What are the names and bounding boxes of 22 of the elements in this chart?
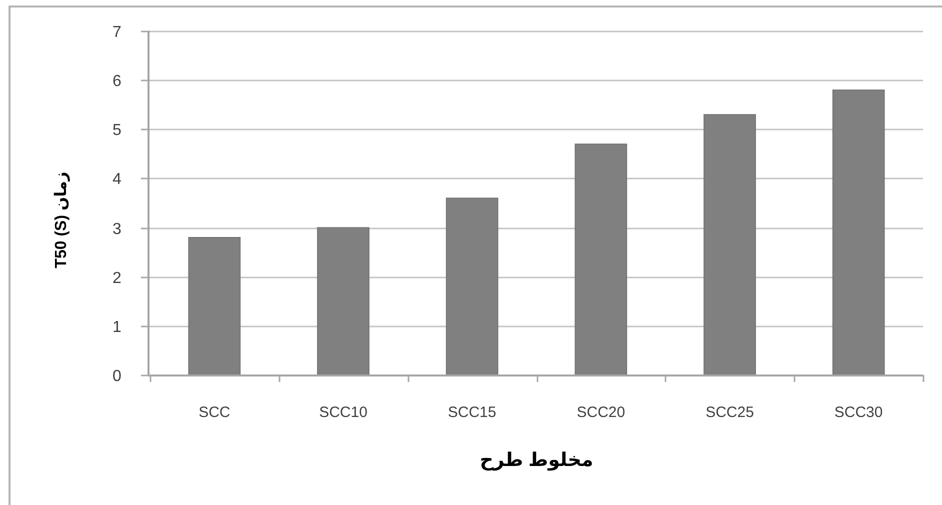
bar: [188, 237, 241, 376]
y-tick-label: 2: [112, 270, 122, 287]
y-tick-label: 1: [112, 319, 122, 336]
y-tick-label: 4: [112, 171, 122, 188]
bar: [574, 144, 628, 376]
x-tick-label: SCC30: [834, 404, 883, 421]
x-tick-label: SCC20: [576, 404, 626, 421]
bar: [446, 198, 498, 376]
y-tick-label: 6: [112, 73, 122, 90]
bar: [832, 90, 885, 376]
x-tick-label: SCC: [198, 404, 230, 421]
x-tick-label: SCC10: [319, 404, 368, 421]
y-tick-label: 3: [112, 221, 122, 238]
x-axis-title: مخلوط طرح: [480, 450, 594, 471]
y-tick-label: 0: [112, 368, 122, 385]
x-tick-label: SCC15: [448, 404, 496, 421]
y-tick-label: 5: [112, 122, 122, 139]
y-tick-label: 7: [112, 24, 122, 41]
bar: [704, 114, 756, 376]
bar: [317, 227, 370, 376]
x-tick-label: SCC25: [706, 404, 754, 421]
y-axis-title: T50 (S) زمان: [53, 172, 70, 268]
